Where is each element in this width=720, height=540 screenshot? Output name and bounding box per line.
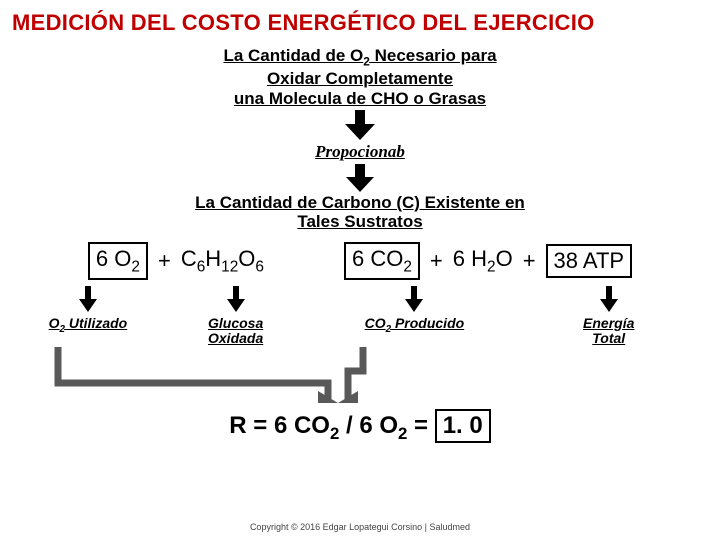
- eq-plus3: +: [523, 248, 536, 274]
- eq-glu-s3: 6: [255, 258, 264, 275]
- l-co2-b: Producido: [391, 315, 464, 331]
- label-co2-text: CO2 Producido: [365, 316, 465, 336]
- label-glucose-text: Glucosa Oxidada: [208, 316, 263, 347]
- eq-plus1: +: [158, 248, 171, 274]
- eq-h2o-sub: 2: [487, 258, 496, 275]
- eq-co2-a: 6 CO: [352, 246, 403, 271]
- l-glu2: Oxidada: [208, 330, 263, 346]
- label-energy-col: Energía Total: [515, 286, 702, 347]
- res-eq: =: [407, 412, 434, 439]
- l-en1: Energía: [583, 315, 634, 331]
- eq-co2-box: 6 CO2: [344, 242, 420, 280]
- proportional-label: Propocionab: [0, 142, 720, 162]
- page-title: MEDICIÓN DEL COSTO ENERGÉTICO DEL EJERCI…: [0, 0, 720, 42]
- eq-glu-s1: 6: [197, 258, 206, 275]
- copyright-text: Copyright © 2016 Edgar Lopategui Corsino…: [0, 522, 720, 532]
- eq-o2-sub: 2: [131, 258, 140, 275]
- label-o2-col: O2 Utilizado: [18, 286, 158, 347]
- eq-glu-b: H: [205, 246, 221, 271]
- equation-row: 6 O2 + C6H12O6 6 CO2 + 6 H2O + 38 ATP: [0, 242, 720, 280]
- result-row: R = 6 CO2 / 6 O2 = 1. 0: [0, 409, 720, 444]
- res-r: R = 6 CO: [229, 412, 330, 439]
- label-o2-text: O2 Utilizado: [49, 316, 128, 336]
- eq-glu-s2: 12: [221, 258, 238, 275]
- subtitle-line1b: Necesario para: [370, 46, 497, 65]
- connector-lines: [18, 347, 702, 403]
- l-co2-a: CO: [365, 315, 386, 331]
- eq-glu-a: C: [181, 246, 197, 271]
- subtitle-line3: una Molecula de CHO o Grasas: [234, 89, 486, 108]
- subtitle-line1a: La Cantidad de O: [223, 46, 363, 65]
- subtitle-block: La Cantidad de O2 Necesario para Oxidar …: [0, 46, 720, 108]
- result-box: 1. 0: [435, 409, 491, 443]
- eq-glucose: C6H12O6: [181, 246, 264, 276]
- l-o2-b: Utilizado: [65, 315, 127, 331]
- l-en2: Total: [592, 330, 625, 346]
- arrow-down-icon: [405, 286, 423, 312]
- res-s2: 2: [398, 424, 407, 443]
- arrow-down-icon: [0, 164, 720, 192]
- arrow-down-icon: [600, 286, 618, 312]
- label-glucose-col: Glucosa Oxidada: [158, 286, 313, 347]
- eq-o2-a: 6 O: [96, 246, 131, 271]
- eq-co2-sub: 2: [403, 258, 412, 275]
- res-slash: / 6 O: [339, 412, 398, 439]
- eq-o2-box: 6 O2: [88, 242, 148, 280]
- carbon-text: La Cantidad de Carbono (C) Existente en …: [0, 194, 720, 231]
- eq-glu-c: O: [238, 246, 255, 271]
- eq-h2o-a: 6 H: [453, 246, 487, 271]
- l-glu1: Glucosa: [208, 315, 263, 331]
- res-s1: 2: [330, 424, 339, 443]
- arrow-down-icon: [79, 286, 97, 312]
- eq-plus2: +: [430, 248, 443, 274]
- label-energy-text: Energía Total: [583, 316, 634, 347]
- labels-row: O2 Utilizado Glucosa Oxidada CO2 Produci…: [0, 286, 720, 347]
- arrow-down-icon: [227, 286, 245, 312]
- label-co2-col: CO2 Producido: [313, 286, 515, 347]
- subtitle-line1-sub: 2: [363, 54, 370, 68]
- arrow-down-icon: [0, 110, 720, 140]
- eq-h2o-b: O: [496, 246, 513, 271]
- subtitle-line2: Oxidar Completamente: [267, 69, 453, 88]
- eq-h2o: 6 H2O: [453, 246, 513, 276]
- carbon-line1: La Cantidad de Carbono (C) Existente en: [195, 193, 525, 212]
- carbon-line2: Tales Sustratos: [297, 212, 422, 231]
- eq-atp-box: 38 ATP: [546, 244, 633, 278]
- l-o2-a: O: [49, 315, 60, 331]
